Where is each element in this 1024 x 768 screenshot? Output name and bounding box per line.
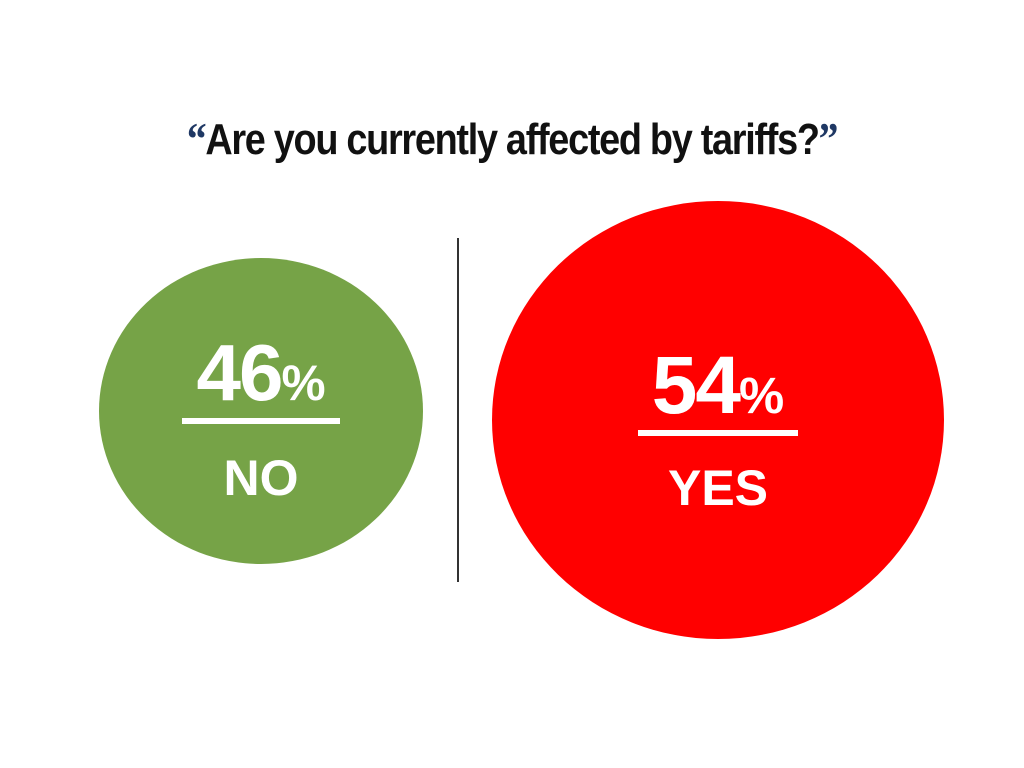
underline-no [182, 418, 340, 424]
percent-yes: 54% [618, 340, 818, 442]
label-no: NO [223, 450, 299, 506]
label-yes: YES [667, 460, 769, 516]
percent-no-value: 46 [196, 328, 283, 417]
percent-no-sign: % [281, 355, 326, 411]
open-quote-mark: “ [186, 113, 207, 164]
bubble-yes [492, 201, 944, 639]
chart-title: “Are you currently affected by tariffs?” [72, 112, 953, 165]
percent-yes-value: 54 [651, 340, 741, 431]
title-text: Are you currently affected by tariffs? [205, 115, 820, 164]
percent-yes-sign: % [739, 367, 785, 424]
bubble-no [99, 258, 423, 564]
center-divider [457, 238, 459, 582]
underline-yes [638, 430, 798, 436]
percent-no: 46% [161, 328, 361, 428]
close-quote-mark: ” [818, 113, 839, 164]
